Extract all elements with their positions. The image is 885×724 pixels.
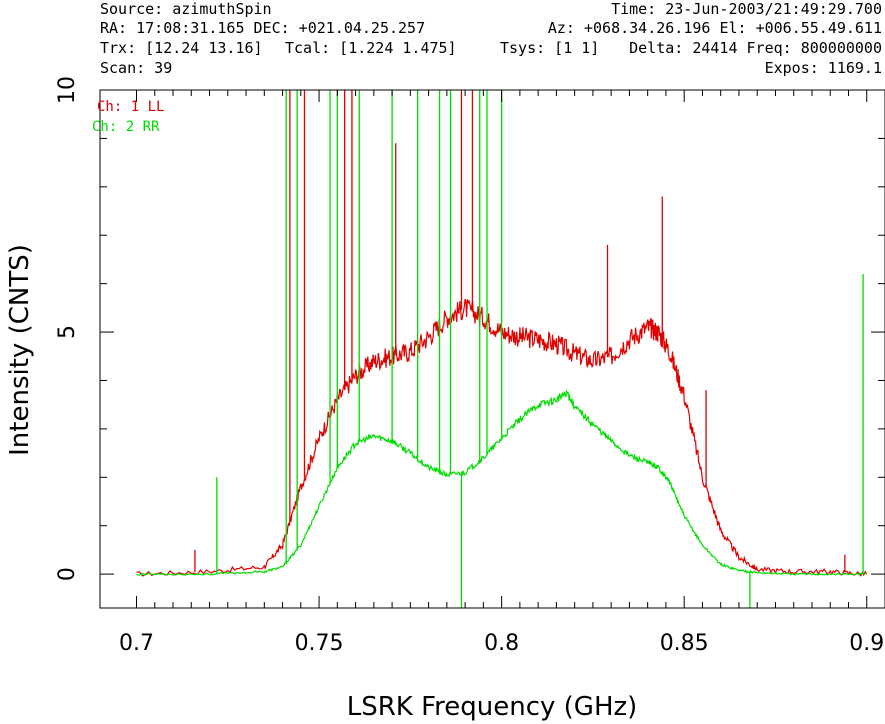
plot-frame xyxy=(99,89,885,609)
series-line-1 xyxy=(136,298,868,577)
series-line-2 xyxy=(136,390,867,576)
scan-label: Scan: 39 xyxy=(100,59,173,77)
x-axis-title: LSRK Frequency (GHz) xyxy=(347,692,638,722)
delta-freq-label: Delta: 24414 Freq: 800000000 xyxy=(629,39,882,57)
legend-ch2: Ch: 2 RR xyxy=(92,119,160,135)
trx-label: Trx: [12.24 13.16] xyxy=(100,39,263,57)
expos-label: Expos: 1169.1 xyxy=(764,59,882,77)
source-label: Source: azimuthSpin xyxy=(100,0,272,18)
x-tick-label: 0.8 xyxy=(484,631,519,656)
legend-ch1: Ch: 1 LL xyxy=(97,99,164,115)
x-tick-label: 0.7 xyxy=(119,631,154,656)
az-el-label: Az: +068.34.26.196 El: +006.55.49.611 xyxy=(547,19,882,37)
y-axis-title: Intensity (CNTS) xyxy=(5,244,35,456)
y-tick-label: 0 xyxy=(55,567,80,581)
time-label: Time: 23-Jun-2003/21:49:29.700 xyxy=(611,0,882,18)
x-tick-label: 0.75 xyxy=(295,631,344,656)
x-tick-label: 0.9 xyxy=(849,631,884,656)
ra-dec-label: RA: 17:08:31.165 DEC: +021.04.25.257 xyxy=(100,19,426,37)
y-tick-label: 5 xyxy=(55,325,80,339)
y-tick-label: 10 xyxy=(55,76,80,104)
tcal-label: Tcal: [1.224 1.475] xyxy=(285,39,457,57)
series-layer xyxy=(136,90,868,608)
axis-layer: 0.7 0.75 0.8 0.85 0.9 0 5 10 xyxy=(55,76,885,656)
tsys-label: Tsys: [1 1] xyxy=(500,39,600,57)
x-tick-label: 0.85 xyxy=(660,631,709,656)
